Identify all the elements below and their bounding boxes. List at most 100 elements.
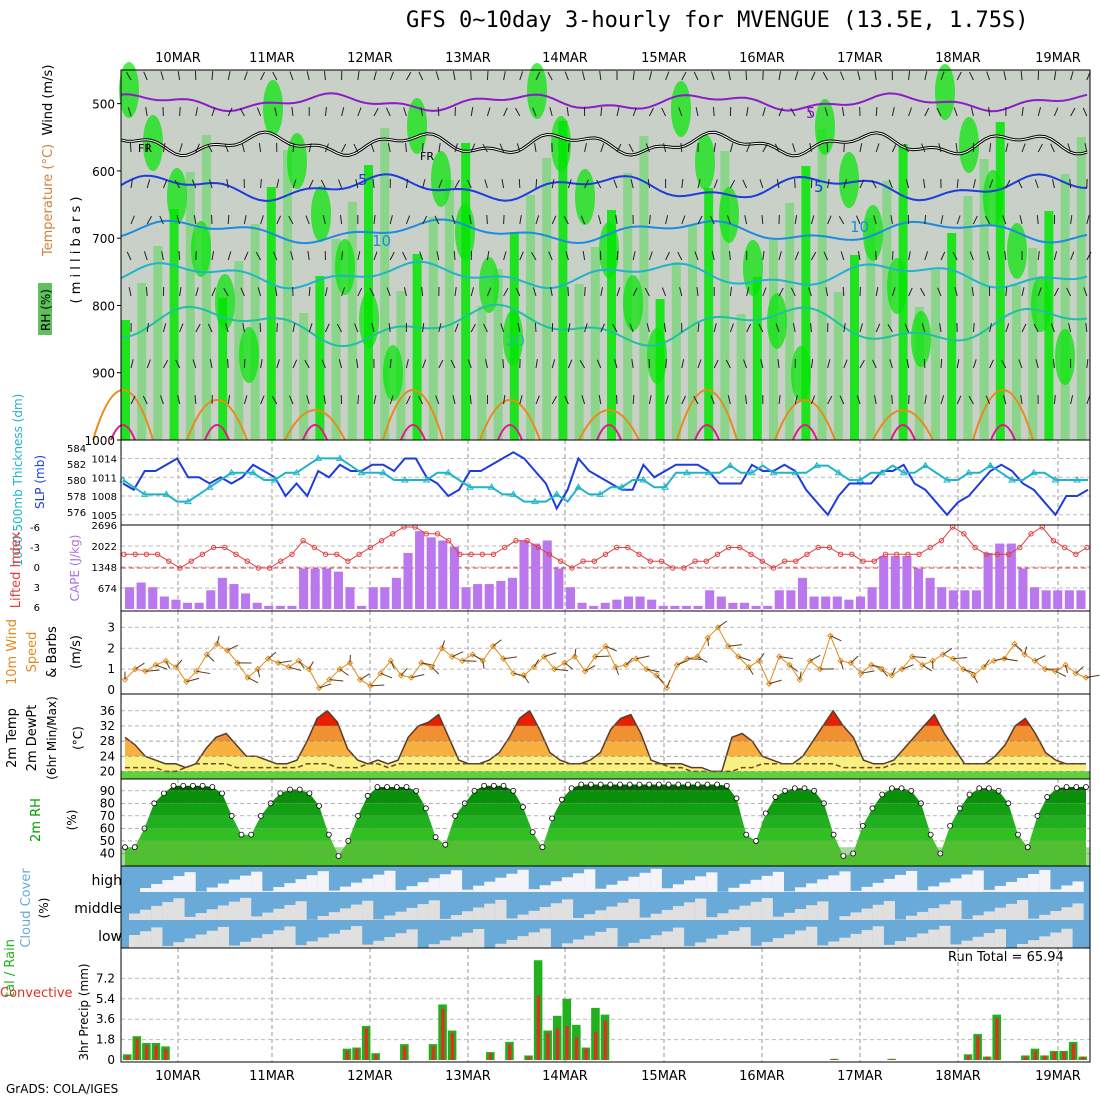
- cape-bar: [565, 587, 575, 609]
- wind-barb: [1035, 359, 1039, 369]
- surface-wind-barb: [380, 672, 393, 679]
- cloud-cell: [251, 871, 263, 892]
- wind-barb: [891, 107, 895, 117]
- wind-barb: [1037, 107, 1042, 117]
- cloud-cell: [706, 872, 718, 892]
- wind-barb: [873, 215, 877, 225]
- wind-barb: [484, 179, 488, 189]
- surface-wind-barb: [779, 656, 793, 660]
- wind-barb: [908, 287, 913, 297]
- cloud-cell: [228, 879, 241, 892]
- wind-barb: [1021, 107, 1024, 117]
- wind-barb: [341, 287, 346, 297]
- cloud-cell: [428, 878, 440, 892]
- cloud-cell: [339, 886, 352, 892]
- cloud-cell: [373, 874, 385, 892]
- wind-barb: [875, 143, 880, 153]
- rh-marker: [199, 782, 206, 789]
- wind-barb: [694, 251, 699, 261]
- wind-barb: [353, 143, 359, 153]
- cloud-row-label: high: [91, 873, 122, 889]
- wind-barb: [519, 71, 524, 81]
- rh-shading-streak: [720, 151, 730, 440]
- wind-marker: [479, 657, 487, 665]
- cloud-cell: [1050, 911, 1062, 920]
- thickness-marker: [813, 461, 821, 469]
- rh-shading-streak: [1028, 248, 1038, 440]
- cloud-cell: [783, 934, 796, 948]
- wind-barb: [648, 395, 652, 405]
- wind-barb: [567, 323, 571, 333]
- lifted-marker: [479, 551, 486, 558]
- wind-barb: [260, 71, 265, 81]
- panel-border: [120, 610, 1091, 695]
- wind-barb: [305, 215, 310, 225]
- cloud-cell: [806, 905, 818, 920]
- cloud-cell: [828, 875, 840, 892]
- thickness-marker: [509, 490, 518, 497]
- cloud-cell: [684, 902, 696, 920]
- wind-barb: [936, 107, 942, 117]
- thickness-marker: [249, 468, 257, 476]
- wind-barb: [564, 71, 569, 81]
- cloud-cell: [961, 919, 973, 920]
- surface-wind-barb: [400, 667, 408, 676]
- wind-barb: [1082, 107, 1088, 117]
- wind-barb: [209, 179, 213, 189]
- precip-convective-bar: [1081, 1056, 1085, 1060]
- rh-marker: [762, 810, 769, 817]
- rh-marker: [1063, 784, 1070, 790]
- rh-marker: [277, 790, 284, 797]
- thickness-tick-label: 584: [67, 444, 86, 455]
- wind-marker: [428, 663, 435, 671]
- wind-barb: [1003, 71, 1007, 81]
- rh-blob: [959, 117, 979, 173]
- wind-barb: [322, 215, 326, 225]
- cloud-cell: [917, 933, 929, 948]
- wind-barb: [1020, 395, 1023, 405]
- rh-marker: [588, 781, 594, 788]
- wind-barb: [1021, 287, 1025, 297]
- wind-barb: [174, 179, 181, 189]
- cloud-cell: [351, 926, 363, 948]
- wind-barb: [584, 143, 587, 153]
- wind-barb: [341, 250, 344, 261]
- cloud-cell: [228, 945, 241, 948]
- wind-barb: [663, 143, 667, 153]
- lifted-marker: [781, 558, 788, 564]
- cape-bar: [879, 556, 889, 609]
- wind-barb: [810, 359, 814, 369]
- surface-wind-barb: [216, 636, 220, 645]
- rh-shading-streak: [833, 292, 843, 440]
- cloud-cell: [894, 941, 907, 948]
- thickness-marker: [227, 468, 236, 476]
- wind-barb: [470, 287, 475, 297]
- rh-shading-streak: [234, 261, 244, 440]
- rh-band: [125, 815, 1086, 829]
- wind-axis-label: Wind (m/s): [41, 65, 56, 136]
- cloud-cell: [184, 938, 196, 948]
- cape-bar: [310, 568, 320, 609]
- lifted-marker: [882, 551, 889, 558]
- wind-barb: [211, 70, 214, 81]
- wind-barb: [875, 323, 881, 333]
- wind-marker: [970, 672, 977, 679]
- cloud-cell: [1028, 918, 1040, 920]
- cloud-cell: [928, 908, 940, 920]
- temp-contour-30: [596, 424, 622, 441]
- cloud-cell: [206, 887, 218, 892]
- wind-marker: [203, 651, 210, 658]
- wind-barb: [746, 323, 752, 333]
- date-label-top: 12MAR: [347, 51, 393, 66]
- cloud-cell: [284, 883, 296, 892]
- cloud-cell: [817, 945, 829, 948]
- cloud-cell: [1050, 932, 1062, 948]
- wind-barb: [729, 287, 732, 297]
- lifted-tick-label: 0: [34, 563, 40, 574]
- wind-barb: [856, 395, 861, 405]
- cloud-cell: [339, 929, 352, 948]
- cape-bar: [229, 584, 239, 609]
- surface-wind-barb: [554, 668, 569, 672]
- wind-barb: [159, 215, 164, 225]
- wind-barb: [713, 179, 718, 189]
